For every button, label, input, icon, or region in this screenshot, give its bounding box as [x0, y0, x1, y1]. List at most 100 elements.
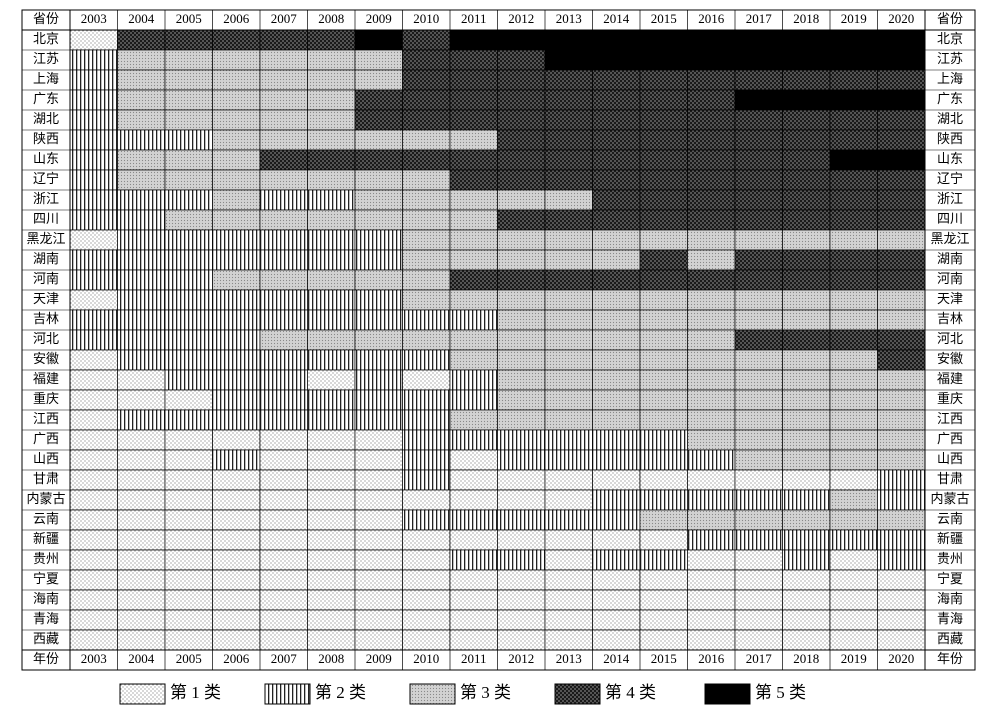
province-label: 山西	[33, 451, 59, 466]
year-label: 2019	[841, 651, 867, 666]
cell	[212, 129, 261, 151]
cell	[117, 509, 166, 531]
cell	[544, 149, 593, 171]
cell	[639, 269, 688, 291]
cell	[307, 109, 356, 131]
cell	[497, 369, 546, 391]
cell	[734, 249, 783, 271]
corner-label: 省份	[937, 11, 963, 26]
province-label: 内蒙古	[26, 491, 65, 506]
cell	[402, 149, 451, 171]
cell	[402, 609, 451, 631]
cell	[69, 49, 118, 71]
cell	[544, 589, 593, 611]
cell	[259, 189, 308, 211]
cell	[449, 509, 498, 531]
cell	[544, 189, 593, 211]
cell	[734, 289, 783, 311]
province-label: 河北	[937, 331, 963, 346]
cell	[877, 349, 926, 371]
cell	[449, 489, 498, 511]
cell	[877, 29, 926, 51]
cell	[639, 369, 688, 391]
cell	[449, 569, 498, 591]
cell	[544, 409, 593, 431]
legend-swatch	[409, 683, 456, 705]
cell	[829, 209, 878, 231]
cell	[117, 349, 166, 371]
cell	[639, 429, 688, 451]
cell	[734, 69, 783, 91]
cell	[544, 109, 593, 131]
cell	[639, 449, 688, 471]
cell	[212, 369, 261, 391]
cell	[497, 429, 546, 451]
cell	[829, 109, 878, 131]
province-label: 北京	[937, 31, 963, 46]
cell	[829, 389, 878, 411]
cell	[592, 249, 641, 271]
cell	[259, 289, 308, 311]
cell	[877, 469, 926, 491]
cell	[639, 149, 688, 171]
cell	[497, 169, 546, 191]
cell	[212, 329, 261, 351]
cell	[259, 609, 308, 631]
province-label: 北京	[33, 31, 59, 46]
province-label: 黑龙江	[930, 231, 969, 246]
cell	[449, 349, 498, 371]
cell	[829, 169, 878, 191]
year-label: 2012	[508, 11, 534, 26]
cell	[877, 169, 926, 191]
cell	[782, 89, 831, 111]
cell	[117, 329, 166, 351]
cell	[687, 329, 736, 351]
cell	[307, 269, 356, 291]
cell	[592, 29, 641, 51]
cell	[307, 529, 356, 551]
cell	[259, 209, 308, 231]
cell	[307, 29, 356, 51]
cell	[782, 309, 831, 331]
province-label: 宁夏	[33, 571, 59, 586]
cell	[592, 269, 641, 291]
cell	[877, 589, 926, 611]
cell	[639, 409, 688, 431]
cell	[497, 249, 546, 271]
cell	[259, 169, 308, 191]
cell	[639, 469, 688, 491]
cell	[639, 89, 688, 111]
cell	[877, 389, 926, 411]
cell	[877, 609, 926, 631]
cell	[639, 589, 688, 611]
cell	[69, 189, 118, 211]
cell	[402, 49, 451, 71]
cell	[877, 69, 926, 91]
cell	[69, 229, 118, 251]
province-label: 湖南	[33, 251, 59, 266]
cell	[592, 489, 641, 511]
cell	[307, 609, 356, 631]
cell	[69, 329, 118, 351]
cell	[734, 509, 783, 531]
cell	[497, 549, 546, 571]
cell	[782, 29, 831, 51]
cell	[687, 229, 736, 251]
cell	[354, 289, 403, 311]
cell	[639, 509, 688, 531]
cell	[449, 529, 498, 551]
cell	[734, 569, 783, 591]
cell	[544, 569, 593, 591]
province-label: 宁夏	[937, 571, 963, 586]
cell	[354, 609, 403, 631]
cell	[449, 309, 498, 331]
cell	[877, 289, 926, 311]
year-label: 2015	[651, 11, 677, 26]
cell	[354, 69, 403, 91]
cell	[687, 509, 736, 531]
cell	[117, 369, 166, 391]
cell	[734, 329, 783, 351]
cell	[782, 289, 831, 311]
cell	[212, 609, 261, 631]
